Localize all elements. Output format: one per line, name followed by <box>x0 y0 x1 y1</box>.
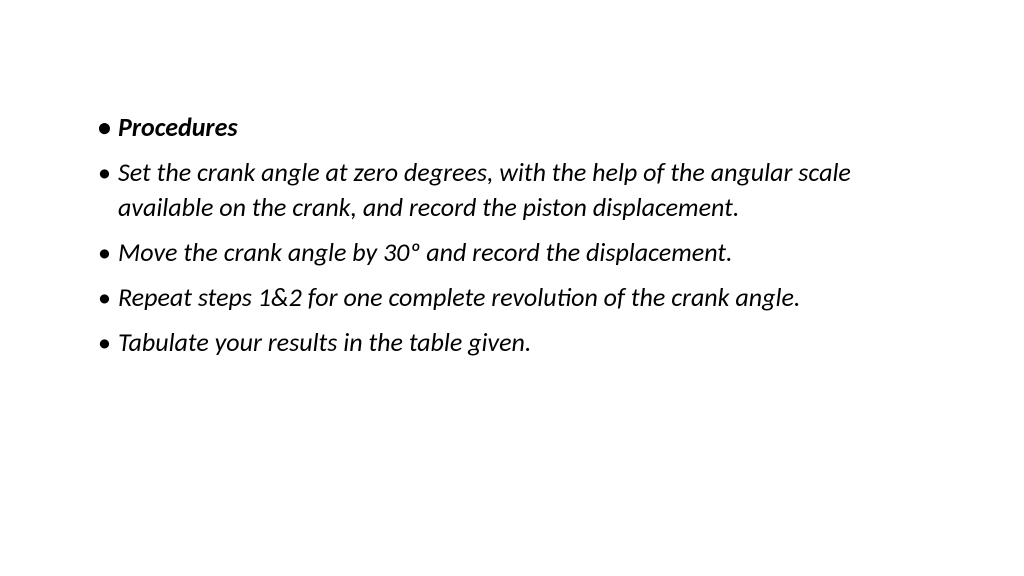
procedure-step: Move the crank angle by 30º and record t… <box>90 235 934 270</box>
procedures-list: Procedures Set the crank angle at zero d… <box>90 110 934 361</box>
procedures-heading: Procedures <box>90 110 934 145</box>
procedure-step: Tabulate your results in the table given… <box>90 325 934 360</box>
procedure-step: Repeat steps 1&2 for one complete revolu… <box>90 280 934 315</box>
procedure-step: Set the crank angle at zero degrees, wit… <box>90 155 934 225</box>
